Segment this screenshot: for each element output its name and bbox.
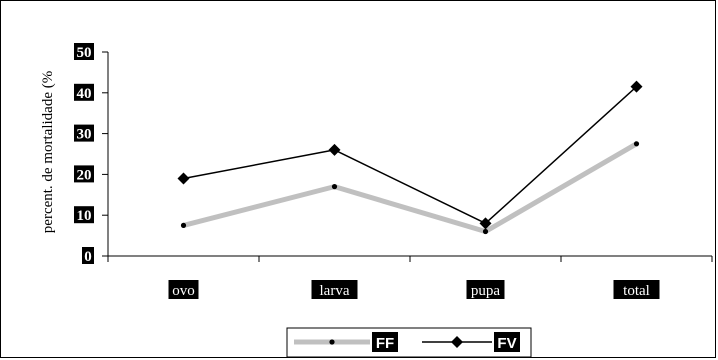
x-tick-label-bg <box>168 280 199 299</box>
y-axis: 0 10 20 30 40 50 <box>74 43 109 265</box>
point-FV-total <box>630 80 643 93</box>
y-tick-label: 30 <box>77 127 92 143</box>
legend-label-bg <box>494 332 520 352</box>
legend-label-FV: FV <box>497 335 516 352</box>
point-FF-pupa <box>482 228 489 235</box>
y-tick-label: 50 <box>77 45 92 61</box>
legend-marker-FV <box>451 336 463 348</box>
point-FV-ovo <box>177 172 190 185</box>
x-tick-label-pupa: pupa <box>471 283 501 299</box>
point-FV-larva <box>328 143 341 156</box>
x-tick-label-bg <box>466 280 505 299</box>
x-tick-label-bg <box>311 280 358 299</box>
x-tick-label-ovo: ovo <box>172 283 195 299</box>
y-tick-label: 40 <box>77 86 92 102</box>
point-FF-total <box>633 141 640 147</box>
legend: FF FV <box>286 327 532 358</box>
y-tick-label-bg <box>74 124 94 142</box>
legend-label-bg <box>372 332 398 352</box>
point-FF-ovo <box>180 222 187 228</box>
x-tick-label-larva: larva <box>320 283 350 299</box>
series-layer <box>177 80 643 235</box>
y-tick-label-bg <box>82 247 94 264</box>
point-FF-larva <box>331 184 338 190</box>
y-tick-label-bg <box>74 43 94 60</box>
y-tick-label-bg <box>74 206 94 224</box>
x-tick-label-total: total <box>623 283 650 299</box>
y-tick-label: 20 <box>77 167 92 183</box>
y-tick-label: 0 <box>84 249 92 265</box>
point-FV-pupa <box>479 217 492 230</box>
series-line-FF <box>182 141 638 235</box>
y-tick-label-bg <box>74 83 94 101</box>
x-axis: ovo larva pupa total <box>107 255 713 299</box>
x-tick-label-bg <box>613 280 660 299</box>
legend-label-FF: FF <box>376 335 394 352</box>
y-tick-label-bg <box>74 165 94 183</box>
y-axis-title: percent. de mortalidade (% <box>40 71 56 233</box>
y-tick-label: 10 <box>77 208 92 224</box>
legend-marker-FF <box>329 339 335 345</box>
series-line-FV <box>183 86 638 225</box>
